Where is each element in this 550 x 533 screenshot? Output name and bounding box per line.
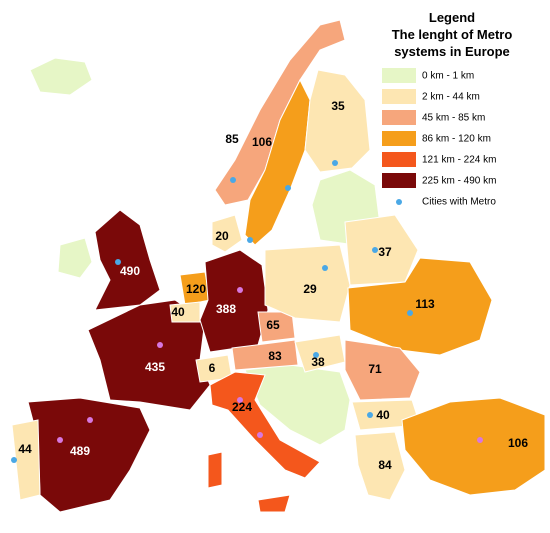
legend-label: 225 km - 490 km	[422, 176, 496, 187]
sicily	[257, 494, 291, 513]
legend-label: 121 km - 224 km	[422, 155, 496, 166]
legend-title: The lenght of Metro	[392, 27, 513, 42]
city-dot	[285, 185, 291, 191]
turkey	[401, 397, 546, 496]
country-label: 106	[252, 135, 272, 149]
country-label: 6	[209, 361, 216, 375]
legend-city-dot	[396, 199, 402, 205]
city-dot-other	[477, 437, 483, 443]
legend-title: systems in Europe	[394, 44, 510, 59]
ireland	[57, 237, 93, 279]
city-dot	[115, 259, 121, 265]
legend-title: Legend	[429, 10, 475, 25]
city-dot-other	[57, 437, 63, 443]
denmark	[211, 214, 243, 253]
country-label: 65	[266, 318, 280, 332]
country-label: 35	[331, 99, 345, 113]
city-dot-other	[87, 417, 93, 423]
city-dot	[372, 247, 378, 253]
legend: Legend The lenght of Metro systems in Eu…	[382, 10, 512, 208]
city-dot-other	[257, 432, 263, 438]
legend-label: Cities with Metro	[422, 197, 496, 208]
city-dot	[313, 352, 319, 358]
city-dots	[11, 160, 483, 463]
city-dot-other	[157, 342, 163, 348]
country-label: 84	[378, 458, 392, 472]
countries	[11, 19, 546, 513]
city-dot-other	[237, 287, 243, 293]
city-dot-other	[237, 397, 243, 403]
country-label: 71	[368, 362, 382, 376]
country-label: 40	[171, 305, 185, 319]
legend-swatch	[382, 131, 416, 146]
country-label: 29	[303, 282, 317, 296]
belarus	[344, 214, 419, 286]
country-label: 20	[215, 229, 229, 243]
country-label: 224	[232, 400, 252, 414]
country-label: 40	[376, 408, 390, 422]
country-label: 85	[225, 132, 239, 146]
legend-label: 2 km - 44 km	[422, 92, 480, 103]
legend-swatch	[382, 152, 416, 167]
city-dot	[11, 457, 17, 463]
legend-label: 86 km - 120 km	[422, 134, 491, 145]
germany	[199, 249, 269, 353]
legend-swatch	[382, 110, 416, 125]
city-dot	[367, 412, 373, 418]
city-dot	[332, 160, 338, 166]
country-label: 83	[268, 349, 282, 363]
country-label: 490	[120, 264, 140, 278]
country-label: 38	[311, 355, 325, 369]
legend-swatch	[382, 173, 416, 188]
sardinia	[207, 451, 223, 489]
norway	[214, 19, 346, 206]
city-dot	[407, 310, 413, 316]
iceland	[29, 57, 93, 96]
uk	[94, 209, 161, 311]
country-label: 489	[70, 444, 90, 458]
belgium	[169, 301, 201, 323]
city-dot	[230, 177, 236, 183]
country-label: 120	[186, 282, 206, 296]
city-dot	[247, 237, 253, 243]
legend-label: 45 km - 85 km	[422, 113, 485, 124]
country-label: 435	[145, 360, 165, 374]
legend-swatch	[382, 68, 416, 83]
finland	[304, 69, 371, 173]
portugal	[11, 419, 41, 501]
country-label: 106	[508, 436, 528, 450]
legend-swatch	[382, 89, 416, 104]
poland	[264, 244, 351, 323]
city-dot	[322, 265, 328, 271]
country-label: 388	[216, 302, 236, 316]
austria	[231, 339, 299, 371]
country-labels: 35 85 106 20 37 29 490 120 388 40 113 65…	[18, 99, 528, 472]
ukraine	[347, 257, 493, 356]
legend-label: 0 km - 1 km	[422, 71, 474, 82]
country-label: 113	[415, 297, 435, 311]
greece	[354, 431, 406, 501]
country-label: 37	[378, 245, 392, 259]
romania	[344, 339, 421, 401]
country-label: 44	[18, 442, 32, 456]
